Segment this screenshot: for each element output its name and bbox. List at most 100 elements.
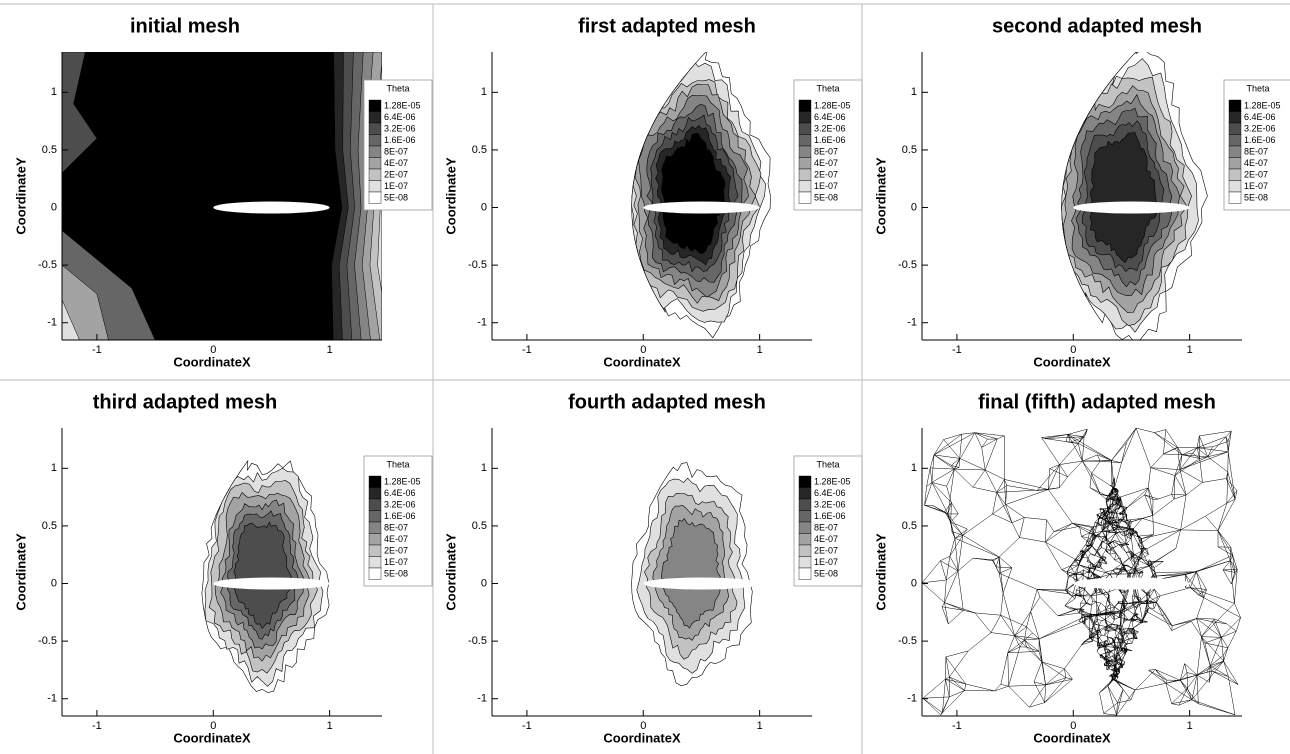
- legend-label: 6.4E-06: [814, 488, 846, 498]
- y-tick-label: 1: [911, 462, 917, 474]
- legend-label: 1.28E-05: [384, 476, 421, 486]
- contour-region: [661, 132, 726, 254]
- legend-swatch: [1228, 111, 1242, 124]
- y-tick-label: -1: [477, 317, 487, 329]
- legend-label: 3.2E-06: [384, 499, 416, 509]
- x-tick-label: 0: [1070, 720, 1076, 732]
- legend-swatch: [1228, 122, 1242, 135]
- airfoil: [213, 201, 330, 214]
- y-tick-label: 0.5: [472, 144, 487, 156]
- x-tick-label: 1: [327, 720, 333, 732]
- airfoil: [213, 577, 330, 590]
- legend-swatch: [1228, 191, 1242, 204]
- legend-label: 4E-07: [1244, 158, 1268, 168]
- chart-title: first adapted mesh: [578, 15, 756, 37]
- x-axis-label: CoordinateX: [173, 354, 251, 369]
- y-tick-label: -1: [477, 693, 487, 705]
- legend-swatch: [798, 498, 812, 511]
- y-tick-label: 0.5: [42, 520, 57, 532]
- legend-swatch: [798, 111, 812, 124]
- legend-label: 1.28E-05: [384, 100, 421, 110]
- legend-swatch: [1228, 180, 1242, 193]
- legend-title: Theta: [386, 83, 409, 93]
- x-tick-label: -1: [952, 344, 962, 356]
- legend-label: 1.6E-06: [384, 135, 416, 145]
- legend-label: 4E-07: [814, 158, 838, 168]
- legend-label: 2E-07: [814, 545, 838, 555]
- y-tick-label: -0.5: [898, 635, 917, 647]
- legend-label: 1.6E-06: [1244, 135, 1276, 145]
- legend-label: 2E-07: [1244, 169, 1268, 179]
- x-tick-label: -1: [522, 720, 532, 732]
- contour-region: [660, 517, 721, 629]
- legend-label: 6.4E-06: [384, 488, 416, 498]
- legend-label: 1.6E-06: [814, 135, 846, 145]
- chart-title: third adapted mesh: [93, 391, 277, 413]
- panel: -1 0 1 -1 -0.5 0 0.5 1 final (fifth) adapted mes…: [873, 391, 1242, 745]
- legend-label: 5E-08: [1244, 192, 1268, 202]
- legend-swatch: [368, 475, 382, 488]
- x-tick-label: -1: [92, 344, 102, 356]
- legend-title: Theta: [386, 459, 409, 469]
- legend-swatch: [368, 145, 382, 158]
- plot-area: [1061, 52, 1208, 340]
- y-tick-label: 1: [911, 86, 917, 98]
- legend-swatch: [368, 134, 382, 147]
- chart-title: final (fifth) adapted mesh: [978, 391, 1216, 413]
- contour-region: [62, 52, 382, 340]
- legend-label: 3.2E-06: [814, 123, 846, 133]
- legend-swatch: [368, 180, 382, 193]
- y-axis-label: CoordinateY: [443, 157, 458, 235]
- legend-swatch: [798, 521, 812, 534]
- legend-swatch: [1228, 99, 1242, 112]
- panel: -1 0 1 -1 -0.5 0 0.5 1 first adapted mesh Coordin…: [443, 15, 863, 369]
- legend-swatch: [798, 475, 812, 488]
- legend-label: 6.4E-06: [814, 112, 846, 122]
- y-tick-label: 0: [481, 201, 487, 213]
- y-axis-label: CoordinateY: [873, 157, 888, 235]
- legend-swatch: [798, 145, 812, 158]
- legend-label: 4E-07: [814, 534, 838, 544]
- x-axis-label: CoordinateX: [603, 354, 681, 369]
- panel: -1 0 1 -1 -0.5 0 0.5 1 second adapted mesh Coordi…: [873, 15, 1290, 369]
- y-axis-label: CoordinateY: [443, 533, 458, 611]
- legend-swatch: [798, 168, 812, 181]
- y-tick-label: 0: [481, 577, 487, 589]
- legend-label: 1.6E-06: [384, 511, 416, 521]
- legend-swatch: [1228, 157, 1242, 170]
- y-tick-label: 0: [911, 577, 917, 589]
- y-axis-label: CoordinateY: [13, 157, 28, 235]
- legend-swatch: [798, 134, 812, 147]
- legend-label: 1E-07: [814, 557, 838, 567]
- y-tick-label: 0: [51, 201, 57, 213]
- legend-label: 5E-08: [814, 568, 838, 578]
- legend-label: 1.28E-05: [814, 100, 851, 110]
- x-tick-label: 0: [210, 344, 216, 356]
- y-tick-label: -0.5: [468, 635, 487, 647]
- legend-label: 3.2E-06: [1244, 123, 1276, 133]
- x-axis-label: CoordinateX: [1033, 354, 1111, 369]
- x-tick-label: 1: [327, 344, 333, 356]
- legend-swatch: [798, 122, 812, 135]
- legend-swatch: [798, 157, 812, 170]
- x-tick-label: -1: [952, 720, 962, 732]
- chart-title: initial mesh: [130, 15, 240, 37]
- x-axis-label: CoordinateX: [173, 730, 251, 745]
- legend-label: 1E-07: [814, 181, 838, 191]
- panel: -1 0 1 -1 -0.5 0 0.5 1 initial mesh CoordinateX Co…: [13, 15, 433, 369]
- legend-swatch: [368, 567, 382, 580]
- legend-swatch: [368, 521, 382, 534]
- contour-region: [233, 521, 293, 629]
- legend-label: 6.4E-06: [384, 112, 416, 122]
- plot-area: [62, 52, 382, 340]
- legend-label: 8E-07: [1244, 146, 1268, 156]
- legend-swatch: [368, 544, 382, 557]
- legend-label: 4E-07: [384, 534, 408, 544]
- y-tick-label: -0.5: [38, 259, 57, 271]
- y-tick-label: 0.5: [902, 520, 917, 532]
- y-tick-label: -0.5: [898, 259, 917, 271]
- legend-swatch: [798, 191, 812, 204]
- legend-label: 5E-08: [384, 192, 408, 202]
- legend-swatch: [1228, 168, 1242, 181]
